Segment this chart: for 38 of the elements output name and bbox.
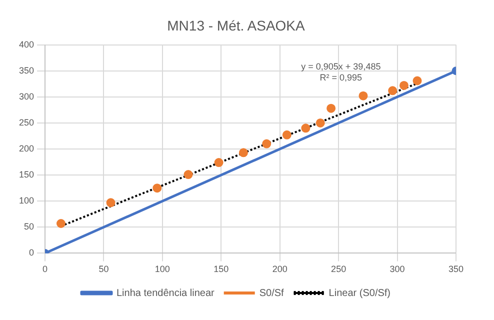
- x-tick-label: 300: [390, 264, 405, 274]
- legend-label: Linha tendência linear: [116, 288, 216, 299]
- point: [184, 170, 193, 180]
- point: [106, 198, 116, 208]
- point: [301, 124, 310, 133]
- x-tick-label: 150: [214, 264, 229, 274]
- y-tick-label: 400: [18, 39, 34, 50]
- annotation: y = 0,905x + 39,485: [301, 61, 381, 72]
- point: [316, 118, 325, 128]
- point: [262, 139, 272, 148]
- legend-label: S0/Sf: [259, 288, 284, 299]
- point: [412, 76, 422, 86]
- y-tick-label: 200: [18, 143, 34, 154]
- chart-title: MN13 - Mét. ASAOKA: [167, 17, 306, 34]
- y-tick-label: 0: [29, 248, 34, 258]
- point: [238, 148, 248, 158]
- point: [326, 104, 336, 113]
- y-tick-label: 300: [18, 91, 34, 102]
- point: [152, 184, 162, 193]
- annotation: R² = 0,995: [320, 72, 362, 82]
- x-tick-label: 350: [448, 264, 464, 274]
- legend-label: Linear (S0/Sf): [328, 288, 391, 299]
- x-tick-label: 200: [272, 264, 288, 274]
- y-tick-label: 50: [24, 222, 34, 232]
- x-tick-label: 50: [98, 264, 109, 274]
- x-tick-label: 0: [42, 264, 48, 274]
- point: [399, 80, 408, 90]
- point: [214, 158, 224, 168]
- point: [388, 86, 398, 96]
- y-tick-label: 350: [18, 65, 34, 76]
- point: [282, 130, 292, 140]
- point: [358, 91, 368, 100]
- x-tick-label: 100: [154, 264, 170, 274]
- y-tick-label: 150: [18, 170, 34, 180]
- y-tick-label: 250: [18, 117, 34, 128]
- x-tick-label: 250: [331, 264, 346, 274]
- y-tick-label: 100: [18, 196, 34, 206]
- point: [56, 219, 66, 228]
